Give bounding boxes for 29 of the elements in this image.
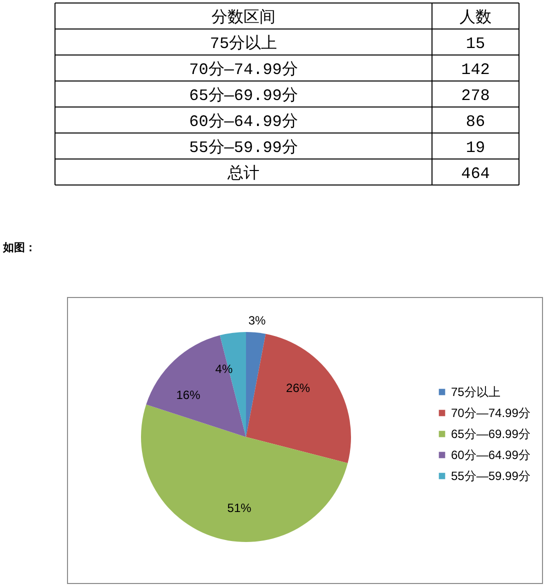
text: 人数 bbox=[460, 9, 492, 27]
pie-slice bbox=[246, 334, 351, 464]
text: 19 bbox=[466, 139, 486, 157]
legend-label: 70分—74.99分 bbox=[451, 406, 530, 420]
data-label: 4% bbox=[215, 362, 233, 376]
pie-slice bbox=[146, 335, 246, 437]
legend-label: 65分—69.99分 bbox=[451, 427, 530, 441]
text: 55分—59.99分 bbox=[189, 139, 298, 157]
text: 278 bbox=[461, 87, 490, 105]
data-label: 16% bbox=[176, 388, 201, 402]
data-label: 26% bbox=[286, 381, 310, 396]
text: 65分—69.99分 bbox=[189, 87, 298, 105]
text: 75分以上 bbox=[210, 34, 278, 53]
text: 分数区间 bbox=[212, 8, 276, 27]
text: 60分—64.99分 bbox=[189, 113, 298, 131]
data-label: 3% bbox=[248, 314, 266, 328]
text: 86 bbox=[466, 113, 486, 131]
text: 如图： bbox=[3, 241, 36, 254]
pie-slice bbox=[246, 332, 266, 437]
text: 464 bbox=[461, 165, 490, 183]
text: 总计 bbox=[226, 164, 260, 183]
data-label: 51% bbox=[227, 501, 252, 516]
text: 142 bbox=[461, 61, 490, 79]
legend-label: 55分—59.99分 bbox=[451, 469, 530, 483]
text: 15 bbox=[466, 35, 486, 53]
legend-label: 75分以上 bbox=[451, 385, 500, 399]
pie-slice bbox=[141, 404, 348, 542]
text: 70分—74.99分 bbox=[189, 61, 298, 79]
legend-label: 60分—64.99分 bbox=[451, 448, 530, 462]
